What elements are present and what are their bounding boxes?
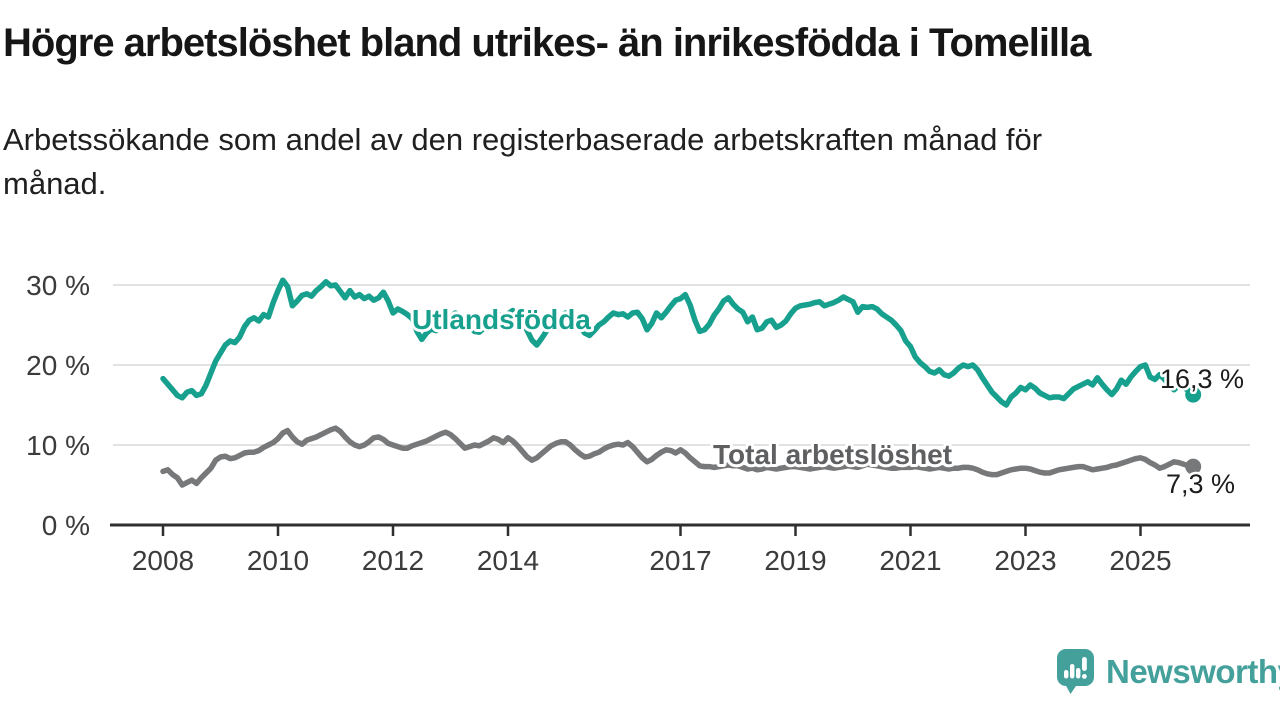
x-tick-label-2023: 2023 [994, 545, 1056, 576]
x-tick-label-2008: 2008 [132, 545, 194, 576]
series-label-total-arbetsloshet: Total arbetslöshet [713, 439, 952, 470]
y-tick-label-10: 10 % [26, 430, 90, 461]
end-value-label-utlandsfodda: 16,3 % [1160, 364, 1244, 394]
x-tick-label-2019: 2019 [764, 545, 826, 576]
newsworthy-logo: Newsworthy [1056, 648, 1280, 695]
x-tick-label-2021: 2021 [879, 545, 941, 576]
y-tick-label-0: 0 % [42, 510, 90, 541]
newsworthy-logo-text: Newsworthy [1106, 652, 1280, 690]
x-axis-tick-labels: 2008 2010 2012 2014 2017 2019 2021 2023 2025 [132, 545, 1172, 576]
y-tick-label-20: 20 % [26, 350, 90, 381]
x-tick-label-2014: 2014 [477, 545, 539, 576]
page-title: Högre arbetslöshet bland utrikes- än inr… [3, 21, 1091, 65]
x-tick-label-2010: 2010 [247, 545, 309, 576]
series-line-utlandsfodda [160, 277, 1196, 408]
x-tick-label-2017: 2017 [649, 545, 711, 576]
x-axis-tick-marks [161, 525, 1142, 536]
y-tick-label-30: 30 % [26, 270, 90, 301]
end-value-label-total-arbetsloshet: 7,3 % [1166, 469, 1235, 499]
y-axis-tick-labels: 0 % 10 % 20 % 30 % [26, 270, 90, 541]
chart-subtitle: Arbetssökande som andel av den registerb… [3, 122, 1043, 202]
series-end-dot-utlandsfodda [1185, 386, 1202, 403]
gridlines [113, 284, 1250, 446]
series-line-total-arbetsloshet [160, 425, 1196, 488]
x-tick-label-2012: 2012 [362, 545, 424, 576]
series-label-utlandsfodda: Utlandsfödda [412, 304, 591, 335]
series-end-dot-total-arbetsloshet [1185, 458, 1202, 475]
line-chart: 0 % 10 % 20 % 30 % 2008 2010 2012 2014 2017 2019… [26, 270, 1250, 576]
x-tick-label-2025: 2025 [1109, 545, 1171, 576]
newsworthy-logo-icon [1057, 649, 1094, 694]
